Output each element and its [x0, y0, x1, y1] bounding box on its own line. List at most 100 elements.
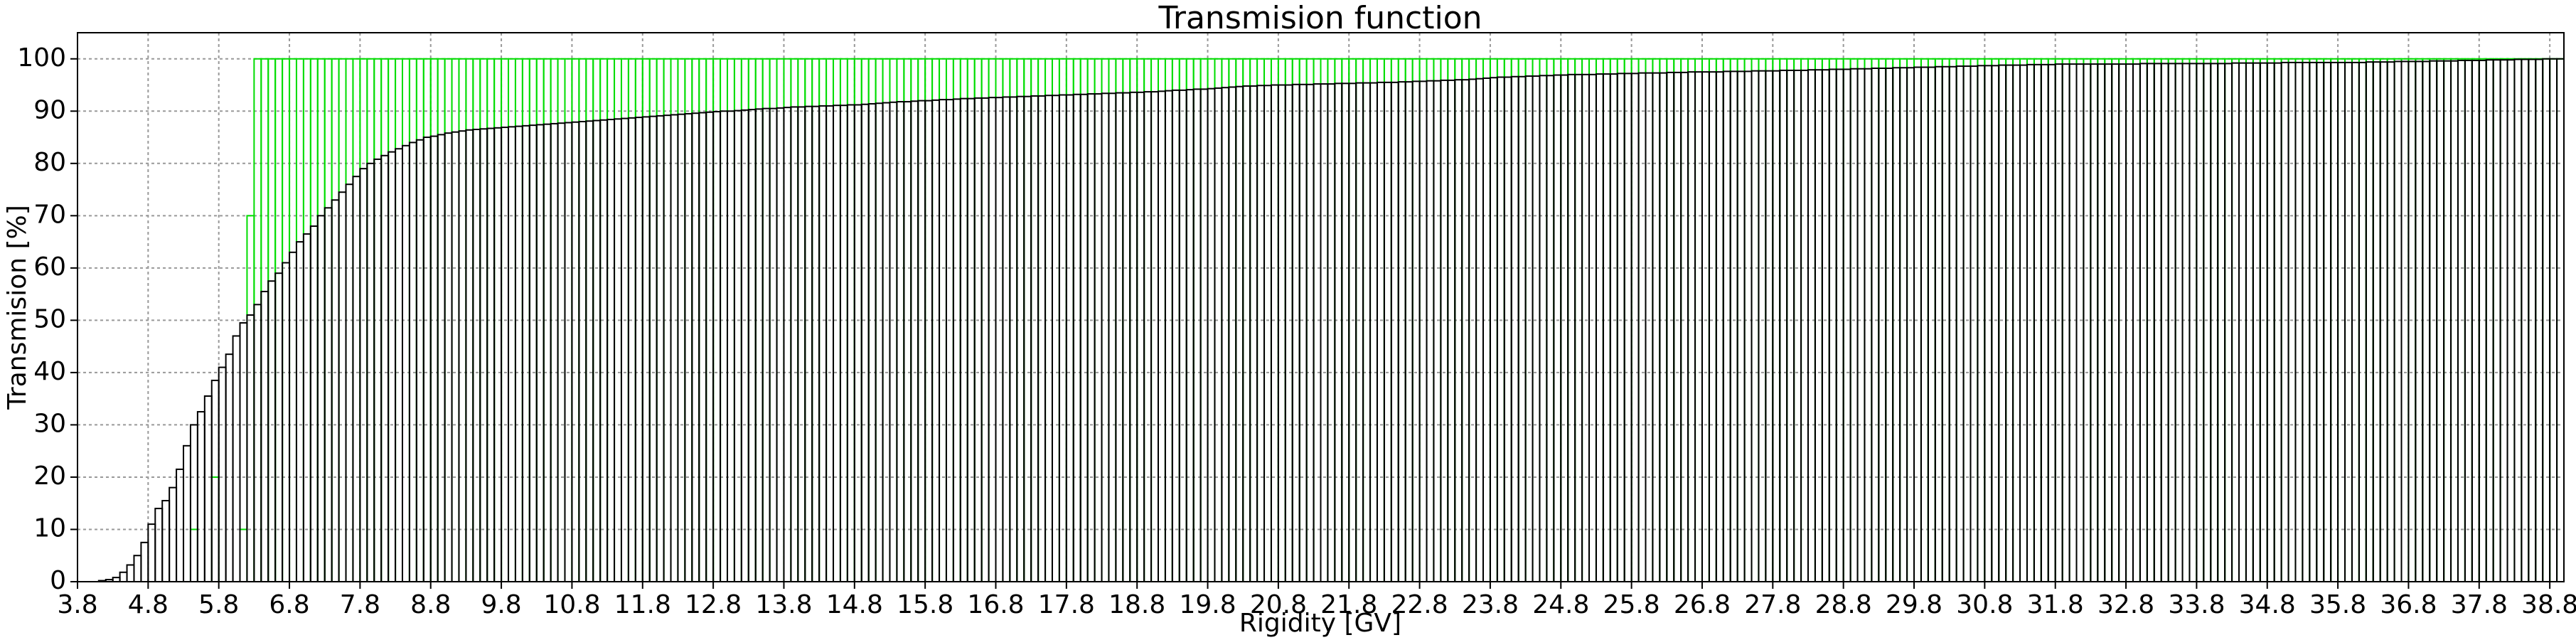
x-tick-label: 36.8: [2380, 590, 2437, 619]
bar: [444, 132, 453, 582]
bar: [359, 168, 368, 582]
bar: [2210, 63, 2219, 583]
bar: [2224, 63, 2233, 583]
bar: [1828, 68, 1837, 582]
bar: [1426, 80, 1435, 582]
bar: [995, 97, 1004, 583]
bar: [811, 105, 821, 582]
x-axis-label: Rigidity [GV]: [1239, 609, 1401, 638]
bar: [1214, 87, 1223, 582]
bar: [910, 100, 919, 583]
x-tick-label: 13.8: [755, 590, 812, 619]
y-tick-label: 80: [33, 148, 66, 177]
bar: [1094, 93, 1103, 583]
bar: [2231, 62, 2240, 583]
bar: [1390, 81, 1399, 583]
bar: [514, 125, 523, 583]
bar: [140, 541, 149, 582]
bar: [2160, 63, 2169, 583]
bar: [1158, 90, 1166, 582]
bar: [2047, 63, 2056, 582]
bar: [1645, 72, 1654, 582]
bar: [1023, 95, 1032, 583]
x-tick-label: 30.8: [1956, 590, 2013, 619]
bar: [183, 444, 191, 582]
bar: [860, 103, 870, 583]
bar: [1546, 75, 1555, 582]
bar: [1369, 82, 1378, 582]
bar: [924, 100, 934, 583]
bar: [804, 105, 813, 582]
bar: [309, 225, 319, 582]
bar: [1595, 73, 1604, 583]
bar: [161, 500, 171, 582]
bar: [373, 158, 383, 582]
x-tick-label: 8.8: [410, 590, 451, 619]
bar: [1503, 76, 1512, 582]
bar: [486, 127, 496, 582]
bar: [2252, 62, 2261, 583]
bar: [578, 120, 587, 582]
bar: [2415, 60, 2424, 582]
bar: [1765, 70, 1774, 583]
bar: [733, 110, 742, 582]
bar: [917, 100, 926, 583]
bar: [712, 111, 722, 583]
bar: [126, 564, 135, 582]
bar: [1475, 78, 1484, 583]
bar: [1355, 82, 1364, 582]
bar: [1849, 68, 1859, 582]
bar: [429, 135, 439, 582]
bar: [1934, 65, 1943, 583]
bar: [246, 215, 255, 583]
bar: [1433, 80, 1442, 582]
bar: [1284, 84, 1293, 583]
bar: [422, 137, 432, 583]
bar: [1489, 77, 1498, 583]
bar: [1715, 71, 1724, 582]
bar: [2407, 60, 2417, 582]
bar: [966, 97, 976, 582]
bar: [627, 117, 636, 582]
bar: [295, 241, 304, 582]
bar: [973, 97, 983, 582]
bar: [119, 571, 128, 582]
bar: [2309, 61, 2318, 582]
bar: [1305, 83, 1315, 582]
bar: [2294, 61, 2304, 582]
bar: [1793, 69, 1802, 583]
x-tick-label: 4.8: [128, 590, 169, 619]
x-tick-label: 14.8: [826, 590, 883, 619]
bar: [677, 113, 686, 582]
bar: [1235, 85, 1244, 582]
bar: [543, 123, 552, 582]
bar: [1835, 68, 1844, 582]
bar: [2316, 61, 2325, 582]
bar: [648, 115, 658, 582]
bar: [324, 207, 333, 582]
bar: [1906, 67, 1915, 583]
bar: [176, 468, 185, 583]
bar: [274, 272, 284, 582]
bar: [1609, 73, 1618, 583]
bar: [1086, 93, 1096, 583]
bar: [1334, 82, 1343, 582]
bar: [1016, 95, 1025, 583]
bar: [797, 106, 806, 582]
bar: [2386, 61, 2395, 582]
bar: [267, 280, 277, 582]
bar: [705, 111, 715, 583]
bar: [903, 101, 912, 582]
bar: [2054, 63, 2063, 583]
bar: [316, 215, 326, 583]
bar: [1574, 73, 1583, 583]
bar: [776, 107, 785, 583]
bar: [1567, 73, 1576, 583]
bar: [1955, 65, 1965, 582]
x-tick-label: 7.8: [340, 590, 380, 619]
bar: [846, 104, 855, 583]
bar: [2422, 60, 2431, 582]
bar: [1539, 75, 1548, 582]
bar: [959, 97, 968, 582]
bar: [726, 110, 735, 583]
